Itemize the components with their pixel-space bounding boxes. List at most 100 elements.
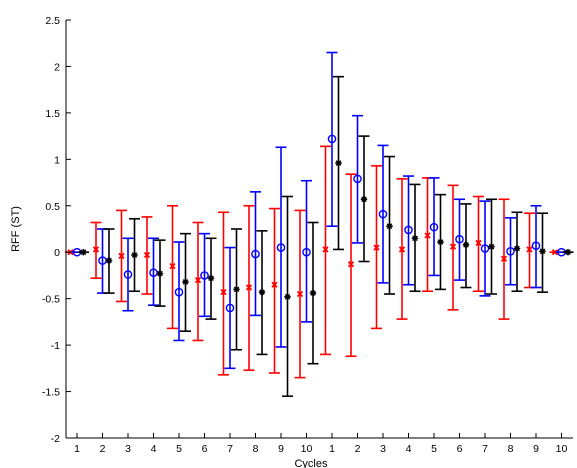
error-bar xyxy=(352,114,363,244)
data-point-x xyxy=(245,284,253,291)
marker-stroke xyxy=(500,255,508,262)
error-bar xyxy=(479,200,491,297)
data-point-star xyxy=(462,241,470,248)
x-tick-label: 3 xyxy=(125,443,131,455)
x-tick-label: 5 xyxy=(431,443,437,455)
marker-stroke xyxy=(220,289,227,296)
error-bar xyxy=(530,204,542,289)
marker-stroke xyxy=(80,249,87,256)
data-point-star xyxy=(182,278,189,286)
data-point-circle xyxy=(429,222,439,232)
data-point-star xyxy=(488,243,495,250)
marker-stroke xyxy=(361,196,367,203)
marker-stroke xyxy=(92,246,100,253)
data-point-star xyxy=(105,257,113,264)
x-tick-label: 1 xyxy=(74,443,80,455)
marker-stroke xyxy=(169,263,176,270)
data-point-star xyxy=(513,245,521,252)
error-bar xyxy=(218,211,229,376)
data-point-x xyxy=(194,276,202,284)
data-point-x xyxy=(398,246,406,253)
data-point-star xyxy=(309,289,317,297)
marker-stroke xyxy=(182,279,189,285)
data-point-circle xyxy=(353,174,362,184)
error-bar xyxy=(199,232,210,318)
data-point-star xyxy=(564,249,572,256)
marker-stroke xyxy=(157,270,163,277)
marker-stroke xyxy=(271,281,278,288)
x-tick-label: 2 xyxy=(355,443,361,455)
marker-stroke xyxy=(398,246,406,253)
data-point-x xyxy=(373,244,380,251)
ticks: -2 -1.5 -1 -0.5 0 0.5 1 1.5 2 2.5 1 2 3 4 5 6 7 8 9 10 1 2 3 4 5… xyxy=(42,15,568,455)
marker-stroke xyxy=(551,249,559,256)
marker-stroke xyxy=(463,241,469,248)
marker-stroke xyxy=(233,286,240,293)
data-point-circle xyxy=(480,244,490,253)
data-point-circle xyxy=(174,287,184,297)
y-tick-label: 0 xyxy=(54,247,60,259)
y-tick-label: -1 xyxy=(51,340,60,352)
data-point-x xyxy=(347,261,355,268)
x-tick-label: 8 xyxy=(253,443,259,455)
marker-stroke xyxy=(412,235,418,242)
data-point-star xyxy=(131,251,138,259)
data-point-star xyxy=(386,223,393,230)
data-point-star xyxy=(539,248,546,255)
error-bar xyxy=(122,237,134,312)
marker-stroke xyxy=(245,284,253,291)
data-point-circle xyxy=(123,270,133,279)
marker-stroke xyxy=(296,290,304,298)
error-bar xyxy=(275,146,287,348)
data-point-x xyxy=(526,246,533,253)
marker-stroke xyxy=(539,248,546,255)
x-tick-label: 10 xyxy=(556,443,568,455)
x-tick-label: 9 xyxy=(533,443,539,455)
x-tick-label: 10 xyxy=(301,443,313,455)
y-tick-label: 1 xyxy=(54,154,60,166)
error-bar xyxy=(269,207,280,374)
data-point-x xyxy=(475,239,482,247)
marker-stroke xyxy=(106,257,112,264)
data-point-star xyxy=(360,196,368,203)
data-point-circle xyxy=(276,243,286,252)
error-bar xyxy=(250,191,261,317)
marker-stroke xyxy=(310,290,316,296)
marker-stroke xyxy=(259,289,265,295)
x-tick-label: 2 xyxy=(100,443,106,455)
y-tick-label: -2 xyxy=(51,433,60,445)
x-tick-label: 8 xyxy=(508,443,514,455)
marker-stroke xyxy=(143,251,151,259)
data-point-x xyxy=(296,290,304,298)
data-point-x xyxy=(169,263,176,270)
x-tick-label: 6 xyxy=(202,443,208,455)
marker-stroke xyxy=(488,243,495,250)
error-bar xyxy=(173,241,185,342)
marker-stroke xyxy=(565,249,571,256)
data-point-circle xyxy=(531,241,541,251)
data-point-star xyxy=(207,275,215,282)
data-point-circle xyxy=(455,234,464,244)
x-tick-label: 5 xyxy=(176,443,182,455)
error-bar xyxy=(511,211,523,293)
x-tick-label: 7 xyxy=(482,443,488,455)
data-point-circle xyxy=(251,249,260,259)
error-bar xyxy=(326,51,338,228)
data-point-circle xyxy=(378,209,388,219)
x-tick-label: 9 xyxy=(278,443,284,455)
y-axis-title: RFF (ST) xyxy=(10,206,22,252)
y-tick-label: 2 xyxy=(54,61,60,73)
error-bar xyxy=(505,217,516,286)
data-point-star xyxy=(233,286,240,293)
axes xyxy=(65,20,573,439)
data-point-circle xyxy=(200,271,209,280)
marker-stroke xyxy=(131,252,138,258)
data-point-star xyxy=(411,235,419,242)
error-bar xyxy=(192,221,204,342)
x-tick-label: 6 xyxy=(457,443,463,455)
marker-stroke xyxy=(373,244,380,251)
data-point-x xyxy=(271,281,278,288)
series-3 xyxy=(78,75,574,398)
data-point-circle xyxy=(404,225,413,235)
